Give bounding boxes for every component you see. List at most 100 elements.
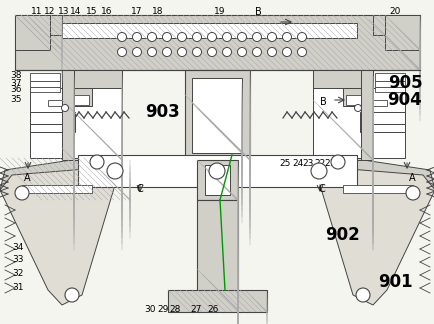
Bar bbox=[30, 124, 75, 132]
Text: 36: 36 bbox=[10, 86, 22, 95]
Circle shape bbox=[192, 32, 201, 41]
Circle shape bbox=[15, 186, 29, 200]
Text: 901: 901 bbox=[377, 273, 411, 291]
Bar bbox=[372, 15, 419, 35]
Circle shape bbox=[162, 32, 171, 41]
Text: 21: 21 bbox=[324, 158, 335, 168]
Circle shape bbox=[297, 48, 306, 56]
Circle shape bbox=[132, 32, 141, 41]
Circle shape bbox=[147, 48, 156, 56]
Bar bbox=[204, 165, 230, 195]
Circle shape bbox=[297, 32, 306, 41]
Text: A: A bbox=[408, 173, 414, 183]
Text: 18: 18 bbox=[152, 7, 163, 17]
Bar bbox=[30, 81, 60, 87]
Text: 19: 19 bbox=[214, 7, 225, 17]
Bar bbox=[62, 23, 356, 38]
Text: B: B bbox=[319, 97, 326, 107]
Bar bbox=[345, 95, 370, 105]
Circle shape bbox=[132, 48, 141, 56]
Text: 903: 903 bbox=[145, 103, 180, 121]
Circle shape bbox=[117, 48, 126, 56]
Polygon shape bbox=[319, 168, 434, 305]
Bar bbox=[342, 185, 412, 193]
Bar bbox=[22, 185, 92, 193]
Text: C: C bbox=[136, 184, 143, 194]
Circle shape bbox=[405, 186, 419, 200]
Circle shape bbox=[354, 105, 361, 111]
Text: 38: 38 bbox=[10, 72, 22, 80]
Circle shape bbox=[207, 48, 216, 56]
Text: 904: 904 bbox=[387, 91, 421, 109]
Bar bbox=[15, 15, 62, 35]
Circle shape bbox=[222, 48, 231, 56]
Text: 17: 17 bbox=[131, 7, 142, 17]
Bar bbox=[312, 70, 372, 160]
Text: 902: 902 bbox=[325, 226, 359, 244]
Bar bbox=[191, 78, 241, 153]
Circle shape bbox=[330, 155, 344, 169]
Bar bbox=[64, 95, 89, 105]
Text: 20: 20 bbox=[388, 7, 400, 17]
Text: 25: 25 bbox=[279, 158, 290, 168]
Circle shape bbox=[267, 32, 276, 41]
Bar bbox=[360, 70, 372, 160]
Text: 905: 905 bbox=[387, 74, 421, 92]
Bar bbox=[30, 73, 60, 81]
Bar bbox=[374, 87, 404, 92]
Bar bbox=[78, 155, 356, 187]
Bar bbox=[384, 15, 419, 50]
Text: 31: 31 bbox=[12, 284, 24, 293]
Bar bbox=[368, 100, 386, 106]
Circle shape bbox=[207, 32, 216, 41]
Text: 14: 14 bbox=[70, 7, 82, 17]
Circle shape bbox=[222, 32, 231, 41]
Bar bbox=[62, 70, 74, 160]
Bar bbox=[30, 112, 75, 124]
Circle shape bbox=[61, 105, 68, 111]
Bar bbox=[62, 88, 92, 106]
Text: 33: 33 bbox=[12, 256, 24, 264]
Text: 32: 32 bbox=[12, 269, 23, 277]
Bar bbox=[312, 88, 404, 158]
Polygon shape bbox=[304, 158, 434, 200]
Text: 28: 28 bbox=[169, 306, 180, 315]
Circle shape bbox=[147, 32, 156, 41]
Bar bbox=[30, 87, 60, 92]
Polygon shape bbox=[0, 158, 130, 200]
Circle shape bbox=[267, 48, 276, 56]
Circle shape bbox=[107, 163, 123, 179]
Circle shape bbox=[282, 48, 291, 56]
Text: 16: 16 bbox=[101, 7, 112, 17]
Circle shape bbox=[355, 288, 369, 302]
Bar bbox=[197, 160, 237, 200]
Text: A: A bbox=[23, 173, 30, 183]
Circle shape bbox=[237, 48, 246, 56]
Text: 37: 37 bbox=[10, 78, 22, 87]
Text: 27: 27 bbox=[190, 306, 201, 315]
Circle shape bbox=[90, 155, 104, 169]
Bar bbox=[184, 70, 250, 160]
Circle shape bbox=[282, 32, 291, 41]
Circle shape bbox=[117, 32, 126, 41]
Text: 34: 34 bbox=[12, 244, 23, 252]
Circle shape bbox=[252, 48, 261, 56]
Bar bbox=[168, 290, 266, 312]
Circle shape bbox=[192, 48, 201, 56]
Bar bbox=[15, 15, 50, 50]
Circle shape bbox=[177, 48, 186, 56]
Bar bbox=[30, 88, 122, 158]
Bar bbox=[197, 200, 237, 310]
Text: 26: 26 bbox=[207, 306, 218, 315]
Text: 11: 11 bbox=[31, 7, 43, 17]
Bar bbox=[359, 112, 404, 124]
Text: 23: 23 bbox=[302, 158, 313, 168]
Bar bbox=[374, 73, 404, 81]
Text: C: C bbox=[318, 184, 325, 194]
Circle shape bbox=[208, 163, 224, 179]
Text: 29: 29 bbox=[157, 306, 168, 315]
Bar bbox=[342, 88, 372, 106]
Text: 30: 30 bbox=[144, 306, 155, 315]
Text: 12: 12 bbox=[44, 7, 56, 17]
Bar bbox=[48, 100, 66, 106]
